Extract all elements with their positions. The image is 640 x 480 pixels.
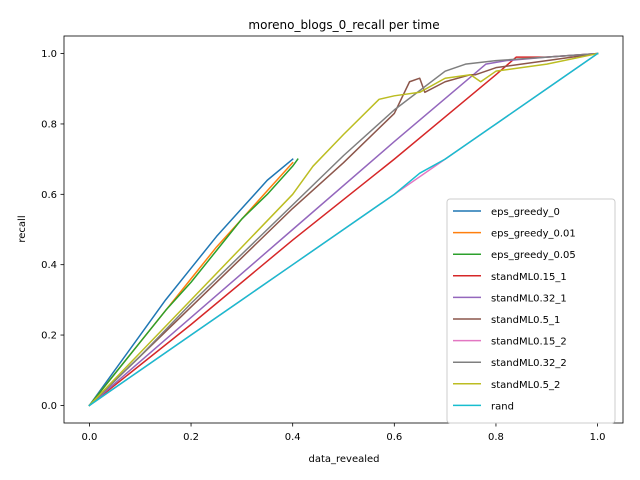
x-tick-label: 0.6	[386, 432, 402, 443]
y-tick-label: 0.2	[41, 331, 57, 342]
y-tick-label: 0.8	[41, 119, 57, 130]
legend-label-9: rand	[491, 401, 514, 412]
y-axis-label: recall	[17, 215, 28, 242]
series-line-0	[88, 158, 294, 407]
x-axis-label: data_revealed	[308, 454, 379, 465]
series-line-5	[88, 52, 599, 407]
x-tick-label: 0.4	[285, 432, 301, 443]
series-line-8	[88, 52, 599, 407]
x-tick-label: 1.0	[590, 432, 606, 443]
legend-label-6: standML0.15_2	[491, 337, 567, 348]
y-tick-label: 0.6	[41, 190, 57, 201]
x-tick-label: 0.2	[183, 432, 199, 443]
series-line-2	[88, 158, 299, 407]
legend-label-3: standML0.15_1	[491, 272, 567, 283]
legend-label-2: eps_greedy_0.05	[491, 250, 576, 261]
series-line-9	[88, 52, 599, 407]
axis-ticks: 0.0 0.2 0.4 0.6 0.8 1.0 0.0 0.2 0.4 0.6 0.8 1.0	[41, 49, 605, 443]
legend-label-0: eps_greedy_0	[491, 207, 560, 218]
x-tick-label: 0.8	[488, 432, 504, 443]
legend-label-1: eps_greedy_0.01	[491, 229, 576, 240]
axes-frame	[63, 35, 624, 424]
x-tick-label: 0.0	[81, 432, 97, 443]
y-tick-label: 0.4	[41, 260, 57, 271]
plot-area	[63, 35, 624, 424]
y-tick-label: 0.0	[41, 401, 57, 412]
legend-label-4: standML0.32_1	[491, 293, 567, 304]
legend: eps_greedy_0 eps_greedy_0.01 eps_greedy_0.…	[446, 198, 616, 424]
legend-box	[446, 198, 616, 424]
series-line-7	[88, 52, 599, 407]
chart-title: moreno_blogs_0_recall per time	[248, 18, 439, 32]
legend-label-8: standML0.5_2	[491, 380, 560, 391]
legend-label-7: standML0.32_2	[491, 358, 567, 369]
legend-label-5: standML0.5_1	[491, 315, 560, 326]
y-tick-label: 1.0	[41, 49, 57, 60]
